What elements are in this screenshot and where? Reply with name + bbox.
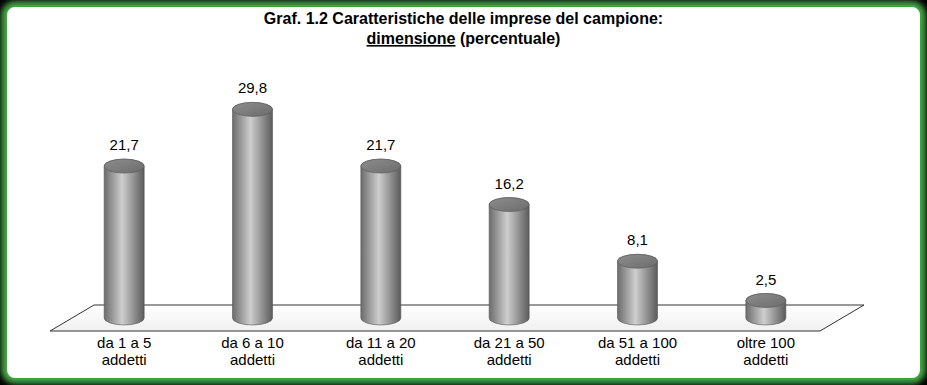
category-label: da 1 a 5addetti (97, 334, 151, 368)
bar (746, 294, 786, 326)
frame-glow (5, 5, 922, 380)
chart-container: Graf. 1.2 Caratteristiche delle imprese … (0, 0, 927, 385)
category-label: da 11 a 20addetti (346, 334, 416, 368)
bar (489, 198, 529, 325)
data-label: 16,2 (495, 175, 524, 192)
data-label: 21,7 (366, 136, 395, 153)
bar (233, 102, 273, 325)
chart-title: Graf. 1.2 Caratteristiche delle imprese … (264, 10, 663, 27)
data-label: 21,7 (110, 136, 139, 153)
category-label: da 21 a 50addetti (474, 334, 545, 368)
chart-svg: Graf. 1.2 Caratteristiche delle imprese … (0, 0, 927, 385)
bar (618, 254, 658, 325)
bar-top (361, 159, 401, 173)
data-label: 2,5 (755, 271, 776, 288)
bar (104, 159, 144, 325)
floor (50, 305, 864, 331)
data-label: 8,1 (627, 231, 648, 248)
category-label: da 6 a 10addetti (221, 334, 284, 368)
bar-top (618, 254, 658, 268)
category-label: da 51 a 100addetti (598, 334, 677, 368)
chart-title: dimensione (percentuale) (367, 30, 561, 47)
data-label: 29,8 (238, 79, 267, 96)
bars (104, 102, 786, 325)
bar-top (489, 198, 529, 212)
labels: 21,7 29,8 21,7 16,2 8,1 2,5 da 1 a 5addetti da … (97, 79, 795, 368)
frame (6, 6, 921, 379)
bar-top (746, 294, 786, 308)
category-label: oltre 100addetti (737, 334, 795, 368)
bar-top (233, 102, 273, 116)
bar (361, 159, 401, 325)
bar-top (104, 159, 144, 173)
